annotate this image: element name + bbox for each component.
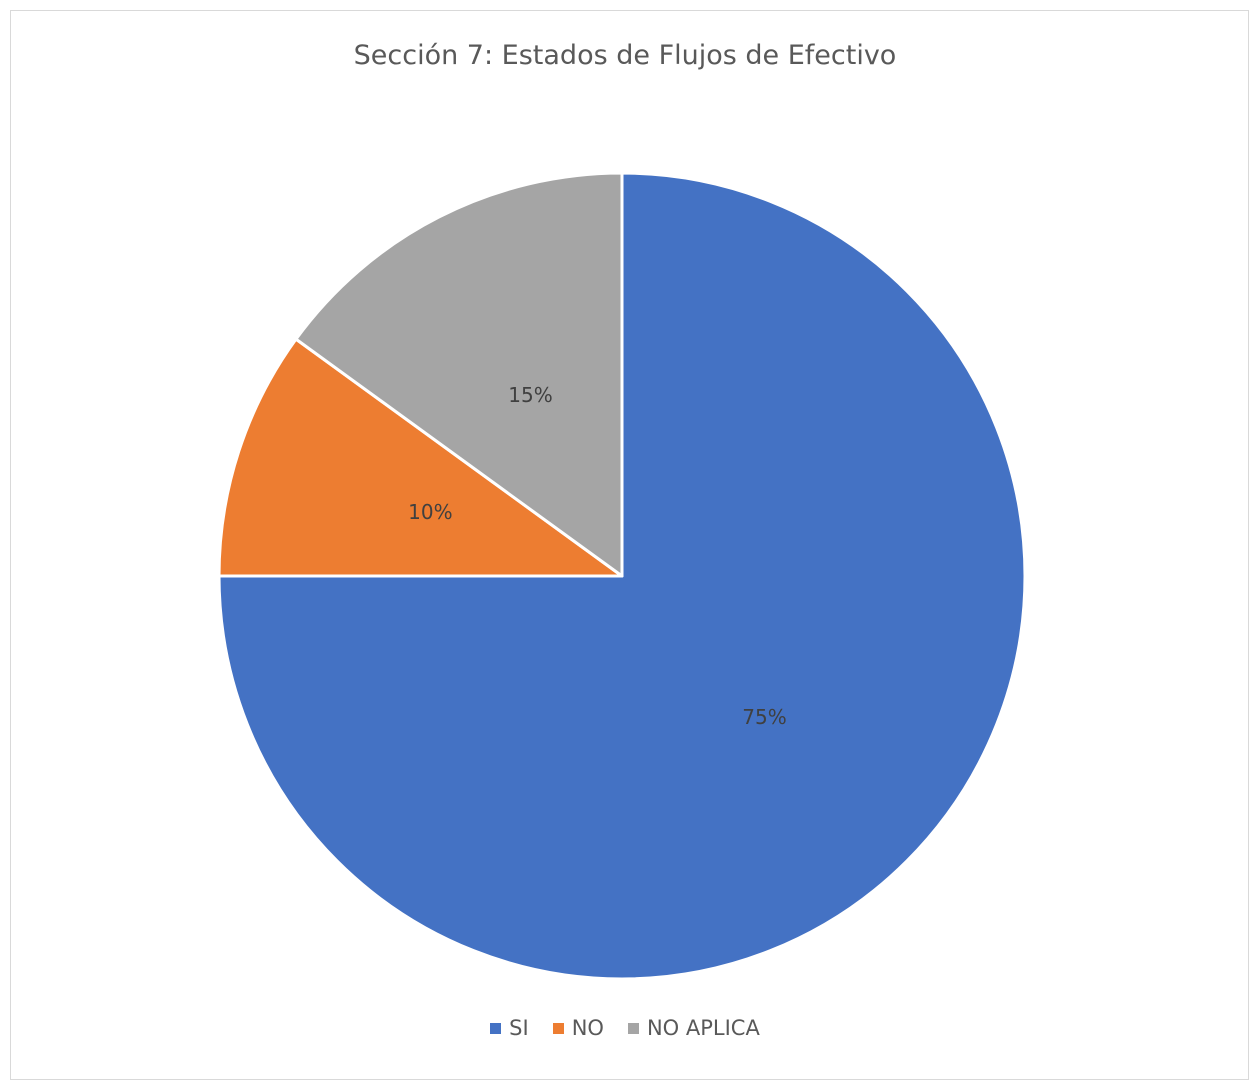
- data-label-no-aplica: 15%: [508, 383, 552, 407]
- legend-label-no: NO: [571, 1016, 604, 1040]
- legend-item-no: NO: [552, 1016, 604, 1040]
- data-label-si: 75%: [742, 705, 786, 729]
- legend: SI NO NO APLICA: [0, 1016, 1250, 1040]
- legend-swatch-no-aplica: [627, 1022, 639, 1034]
- legend-label-no-aplica: NO APLICA: [646, 1016, 760, 1040]
- chart-title: Sección 7: Estados de Flujos de Efectivo: [353, 40, 897, 71]
- data-label-no: 10%: [408, 500, 452, 524]
- pie-slice-no: [217, 337, 624, 578]
- legend-swatch-no: [552, 1022, 564, 1034]
- legend-item-no-aplica: NO APLICA: [627, 1016, 760, 1040]
- legend-label-si: SI: [509, 1016, 529, 1040]
- legend-item-si: SI: [490, 1016, 529, 1040]
- pie-slice-no-aplica: [294, 171, 624, 578]
- legend-swatch-si: [490, 1022, 502, 1034]
